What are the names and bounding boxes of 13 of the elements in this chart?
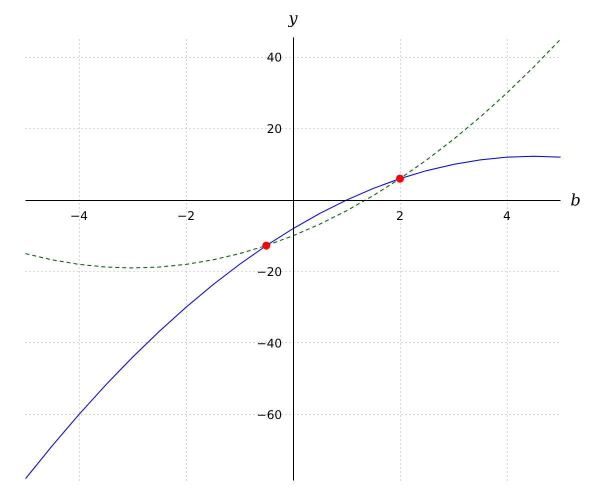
y-tick-label: −20 xyxy=(256,265,282,280)
y-tick-label: 20 xyxy=(266,122,282,136)
y-axis-title: y xyxy=(287,8,298,28)
line-series xyxy=(26,38,560,268)
x-tick-label: 2 xyxy=(396,209,404,224)
line-series xyxy=(26,156,560,480)
y-tick-label: −40 xyxy=(256,336,282,350)
x-tick-label: −4 xyxy=(70,209,88,224)
y-tick-label: −60 xyxy=(256,408,282,422)
x-tick-label: −2 xyxy=(177,209,195,224)
x-tick-label: 4 xyxy=(503,209,511,224)
y-tick-label: 40 xyxy=(266,50,282,65)
x-axis-title: b xyxy=(570,190,581,210)
